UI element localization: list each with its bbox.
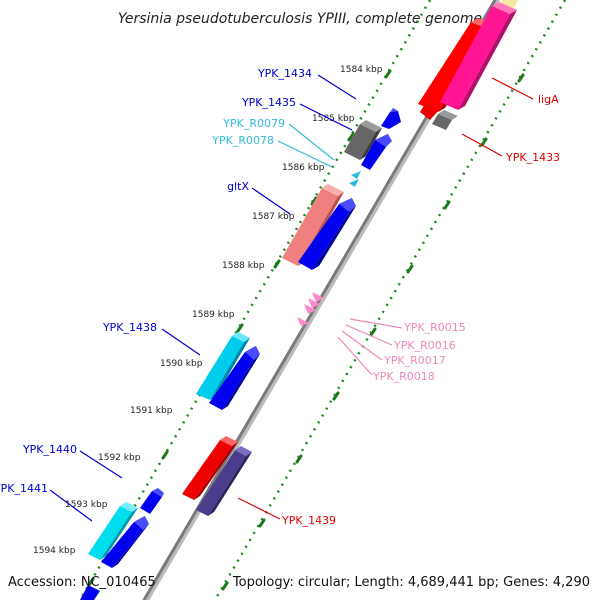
kbp-label: 1594 kbp (33, 546, 76, 556)
feature-ypk1439-slate[interactable] (196, 446, 252, 516)
kbp-tick-labels: 1584 kbp 1585 kbp 1586 kbp 1587 kbp 1588… (33, 65, 383, 556)
gene-label-ypk1438[interactable]: YPK_1438 (102, 321, 157, 334)
feature-ypk1440-blue[interactable] (140, 488, 164, 514)
gene-label-ypk-r0017[interactable]: YPK_R0017 (383, 354, 446, 367)
gene-label-ypk-r0015[interactable]: YPK_R0015 (403, 321, 466, 334)
gene-label-ypk1440[interactable]: YPK_1440 (22, 443, 77, 456)
gene-label-ypk1433[interactable]: YPK_1433 (505, 151, 560, 164)
gene-label-liga[interactable]: ligA (538, 93, 559, 106)
feature-gltx-blue[interactable] (298, 198, 356, 270)
rrna-arrows[interactable] (297, 292, 324, 326)
accession-text: Accession: NC_010465 (8, 575, 156, 590)
feature-ypk1438-cyan[interactable] (196, 332, 250, 400)
topology-text: Topology: circular; Length: 4,689,441 bp… (232, 575, 590, 590)
footer: Accession: NC_010465 Topology: circular;… (8, 575, 590, 590)
feature-ypk1441-blue[interactable] (101, 516, 149, 568)
kbp-label: 1587 kbp (252, 212, 295, 222)
feature-ypk1439-red[interactable] (182, 436, 238, 500)
kbp-label: 1588 kbp (222, 261, 265, 271)
feature-ypk1435-gray[interactable] (344, 120, 382, 160)
kbp-label: 1591 kbp (130, 406, 173, 416)
feature-bottom-blue[interactable] (80, 585, 100, 600)
kbp-label: 1589 kbp (192, 310, 235, 320)
gene-label-ypk-r0016[interactable]: YPK_R0016 (393, 339, 456, 352)
feature-ypk1441-cyan[interactable] (88, 502, 138, 560)
gene-label-ypk1439[interactable]: YPK_1439 (281, 514, 336, 527)
trna-arrows[interactable] (349, 171, 361, 187)
feature-ypk1434-blue[interactable] (381, 108, 401, 129)
genome-title: Yersinia pseudotuberculosis YPIII, compl… (118, 11, 482, 27)
feature-ypk1435-blue[interactable] (361, 134, 392, 170)
kbp-label: 1584 kbp (340, 65, 383, 75)
gene-label-ypk-r0078[interactable]: YPK_R0078 (211, 134, 274, 147)
feature-liga-pink[interactable] (440, 2, 517, 110)
kbp-label: 1592 kbp (98, 453, 141, 463)
gene-label-ypk1434[interactable]: YPK_1434 (257, 67, 312, 80)
gene-label-ypk-r0018[interactable]: YPK_R0018 (372, 370, 435, 383)
gene-label-ypk1435[interactable]: YPK_1435 (241, 96, 296, 109)
label-leader-lines-right (237, 77, 534, 520)
gene-label-ypk1441[interactable]: YPK_1441 (0, 482, 48, 495)
label-leader-lines-left (49, 74, 357, 522)
feature-ypk1433-gray[interactable] (432, 110, 458, 130)
kbp-label: 1585 kbp (312, 114, 355, 124)
kbp-label: 1586 kbp (282, 163, 325, 173)
gene-labels-left: YPK_1434 YPK_1435 YPK_R0079 YPK_R0078 gl… (0, 67, 312, 495)
kbp-label: 1590 kbp (160, 359, 203, 369)
kbp-label: 1593 kbp (65, 500, 108, 510)
major-ticks-inner (221, 73, 525, 591)
gene-labels-right: ligA YPK_1433 YPK_R0015 YPK_R0016 YPK_R0… (281, 93, 560, 527)
gene-label-ypk-r0079[interactable]: YPK_R0079 (222, 117, 285, 130)
feature-red-arrowhead[interactable] (420, 104, 439, 120)
feature-ypk1438-blue[interactable] (209, 346, 260, 410)
gene-label-gltx[interactable]: gltX (227, 180, 249, 193)
